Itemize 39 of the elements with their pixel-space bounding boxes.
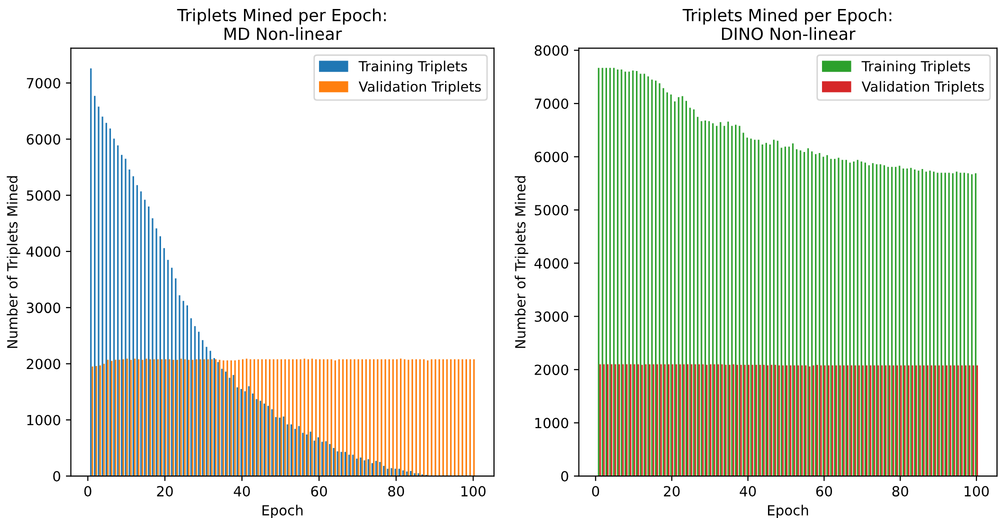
y-tick-label: 6000 xyxy=(534,152,568,162)
x-tick-label: 40 xyxy=(740,486,756,497)
y-tick-label: 4000 xyxy=(534,258,568,269)
y-tick-label: 7000 xyxy=(534,98,568,109)
y-tick-label: 2000 xyxy=(534,364,568,376)
x-tick-label: 60 xyxy=(816,486,832,497)
x-tick-label: 0 xyxy=(84,486,92,497)
x-tick-label: 0 xyxy=(592,486,600,497)
legend-label: Training Triplets xyxy=(358,60,468,74)
y-tick-label: 1000 xyxy=(27,414,60,426)
y-tick-label: 5000 xyxy=(26,190,60,201)
y-tick-label: 0 xyxy=(53,471,60,482)
legend-label: Validation Triplets xyxy=(358,81,481,94)
chart-title: Triplets Mined per Epoch: MD Non-linear xyxy=(177,8,386,40)
x-tick-label: 20 xyxy=(664,486,680,497)
x-tick-label: 20 xyxy=(157,486,173,497)
y-tick-label: 2000 xyxy=(26,358,60,370)
x-tick-label: 80 xyxy=(892,486,908,497)
y-tick-label: 4000 xyxy=(26,246,60,257)
chart-title: Triplets Mined per Epoch: DINO Non-linear xyxy=(682,8,892,40)
y-tick-label: 1000 xyxy=(535,418,568,428)
x-tick-label: 40 xyxy=(234,486,250,497)
y-axis-title: Number of Triplets Mined xyxy=(6,176,20,348)
y-tick-label: 8000 xyxy=(534,45,568,56)
y-tick-label: 6000 xyxy=(26,134,60,145)
y-axis-title: Number of Triplets Mined xyxy=(514,176,528,348)
x-axis-title: Epoch xyxy=(768,504,808,518)
x-tick-label: 100 xyxy=(964,486,989,497)
y-tick-label: 3000 xyxy=(534,311,568,322)
y-tick-label: 7000 xyxy=(26,78,60,88)
x-axis-title: Epoch xyxy=(262,504,303,518)
x-tick-label: 100 xyxy=(461,486,486,497)
x-tick-label: 80 xyxy=(388,486,404,497)
y-tick-label: 5000 xyxy=(534,204,568,216)
legend-label: Training Triplets xyxy=(862,60,970,74)
y-tick-label: 0 xyxy=(561,471,568,482)
legend-label: Validation Triplets xyxy=(862,81,984,94)
x-tick-label: 60 xyxy=(311,486,327,497)
y-tick-label: 3000 xyxy=(26,302,60,314)
